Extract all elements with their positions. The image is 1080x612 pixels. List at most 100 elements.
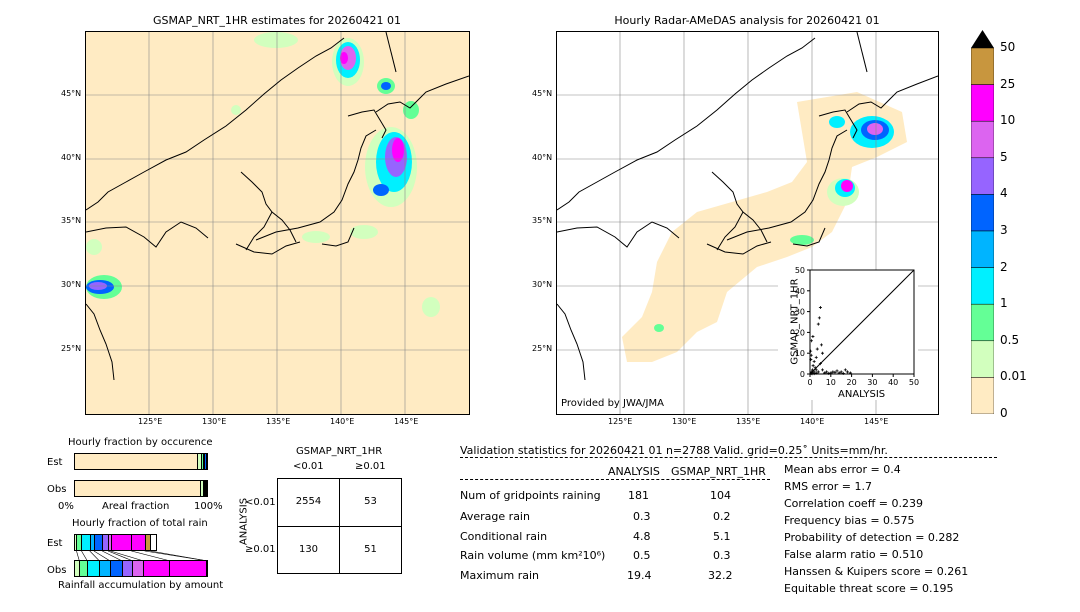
scatter-inset: 0 10 20 30 40 50 0 10 20 30 40 50	[778, 266, 919, 400]
occurence-obs-label: Obs	[47, 484, 67, 495]
scatter-xtick: 10	[826, 378, 836, 387]
left-lon-tick: 140°E	[330, 417, 355, 426]
scatter-point	[810, 368, 814, 372]
scatter-point	[823, 371, 827, 375]
cell-hit: 51	[364, 544, 377, 555]
scatter-ytick: 30	[795, 308, 805, 317]
totalrain-connectors	[76, 551, 208, 561]
data-credit: Provided by JWA/JMA	[561, 398, 664, 409]
contingency-title: GSMAP_NRT_1HR	[296, 446, 383, 457]
bar-segment	[133, 561, 144, 576]
cell-miss: 130	[298, 544, 319, 555]
left-rain-patches	[86, 32, 440, 317]
scatter-ytick: 0	[800, 370, 805, 379]
connector-line	[102, 551, 123, 561]
bar-segment	[205, 481, 206, 496]
right-lat-tick: 35°N	[532, 216, 553, 225]
scatter-point	[819, 343, 823, 347]
left-map	[85, 31, 470, 415]
scatter-point	[809, 339, 813, 343]
scatter-point	[831, 370, 835, 374]
colorbar-segment	[970, 267, 995, 305]
scatter-xtick: 20	[847, 378, 857, 387]
right-lon-tick: 125°E	[608, 417, 633, 426]
bar-segment	[88, 561, 101, 576]
occurence-tick-100: 100%	[194, 501, 223, 512]
colorbar-label: 0.01	[1000, 369, 1027, 384]
colorbar-label: 10	[1000, 113, 1016, 128]
right-coastline	[557, 32, 938, 381]
scatter-point	[816, 370, 820, 374]
scatter-point	[835, 369, 839, 373]
colorbar-segment	[970, 157, 995, 195]
bar-segment	[100, 561, 111, 576]
right-lat-tick: 25°N	[532, 344, 553, 353]
colorbar-segment	[970, 377, 995, 415]
bar-segment	[75, 454, 199, 469]
right-lon-tick: 145°E	[864, 417, 889, 426]
scatter-point	[812, 372, 816, 376]
validation-rule-2	[460, 479, 770, 480]
bar-segment	[205, 454, 207, 469]
scatter-point	[814, 371, 818, 375]
bar-segment	[103, 535, 110, 550]
colorbar-segment	[970, 340, 995, 378]
scatter-point	[833, 370, 837, 374]
scatter-ytick: 10	[795, 349, 805, 358]
scatter-ylabel: GSMAP_NRT_1HR	[789, 278, 801, 365]
left-lon-tick: 125°E	[138, 417, 163, 426]
scatter-point	[818, 305, 822, 309]
bar-segment	[198, 454, 202, 469]
scatter-point	[820, 351, 824, 355]
scatter-point	[811, 364, 815, 368]
left-lon-tick: 130°E	[202, 417, 227, 426]
connector-line	[110, 551, 144, 561]
occurence-est-bar	[74, 453, 208, 470]
colorbar-label: 3	[1000, 223, 1008, 237]
occurence-est-label: Est	[47, 457, 63, 468]
scatter-point	[809, 353, 813, 357]
connector-line	[81, 551, 88, 561]
totalrain-title: Hourly fraction of total rain	[72, 518, 208, 529]
left-map-title: GSMAP_NRT_1HR estimates for 20260421 01	[152, 14, 402, 27]
colorbar-label: 4	[1000, 186, 1008, 201]
scatter-point	[827, 371, 831, 375]
bar-segment	[145, 535, 152, 550]
right-rain-patches	[654, 116, 894, 332]
right-lat-tick: 45°N	[532, 89, 553, 98]
colorbar-segment	[970, 47, 995, 85]
scatter-point	[811, 335, 815, 339]
occurence-xlabel: Areal fraction	[102, 501, 170, 512]
connector-line	[76, 551, 80, 561]
scatter-point	[809, 349, 813, 353]
connector-line	[131, 551, 171, 561]
bar-segment	[75, 561, 81, 576]
scatter-point	[825, 370, 829, 374]
right-lon-tick: 140°E	[800, 417, 825, 426]
totalrain-xlabel: Rainfall accumulation by amount	[58, 580, 224, 591]
colorbar-segment	[970, 230, 995, 268]
left-lon-tick: 145°E	[394, 417, 419, 426]
contingency-col-lt: <0.01	[293, 461, 324, 472]
contingency-table: 2554 53 130 51	[277, 478, 402, 574]
colorbar-segment	[970, 120, 995, 159]
totalrain-obs-bar	[74, 560, 208, 577]
bar-segment	[143, 561, 171, 576]
right-lon-tick: 135°E	[736, 417, 761, 426]
bar-segment	[203, 481, 205, 496]
scatter-point	[814, 368, 818, 372]
scatter-point	[829, 371, 833, 375]
scatter-point	[845, 370, 849, 374]
left-lat-tick: 35°N	[61, 216, 82, 225]
totalrain-est-bar	[74, 534, 158, 551]
left-coastline	[86, 32, 469, 381]
bar-segment	[75, 535, 78, 550]
validation-col-gsmap: GSMAP_NRT_1HR	[671, 465, 766, 478]
connector-line	[93, 551, 111, 561]
scatter-point	[813, 366, 817, 370]
scatter-point	[814, 355, 818, 359]
totalrain-obs-label: Obs	[47, 565, 67, 576]
occurence-title: Hourly fraction by occurence	[68, 437, 213, 448]
scatter-point	[816, 322, 820, 326]
colorbar-label: 1	[1000, 296, 1008, 311]
